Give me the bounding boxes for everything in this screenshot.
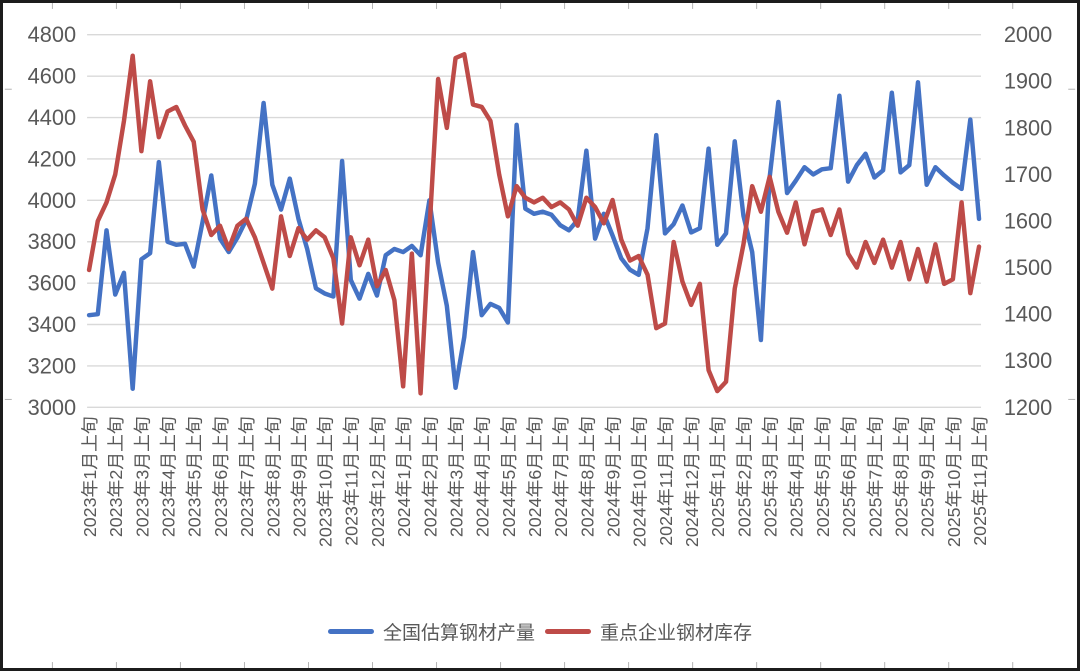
series-line-production[interactable]: [86, 80, 982, 391]
x-axis-tick-label: 2024年5月上旬: [499, 416, 519, 537]
right-axis-tick-label: 1300: [1004, 348, 1053, 373]
left-axis-tick-label: 4600: [28, 64, 77, 89]
x-axis-tick-label: 2025年8月上旬: [891, 416, 911, 537]
x-axis-tick-label: 2023年11月上旬: [342, 416, 362, 545]
left-axis-tick-label: 4400: [28, 105, 77, 130]
x-axis-tick-label: 2024年12月上旬: [682, 416, 702, 547]
left-axis-tick-label: 4000: [28, 188, 77, 213]
left-axis-tick-label: 3200: [28, 353, 77, 378]
x-axis-tick-label: 2023年7月上旬: [237, 416, 257, 537]
x-axis-tick-label: 2025年4月上旬: [787, 416, 807, 537]
x-axis-tick-label: 2025年6月上旬: [839, 416, 859, 537]
legend-item-production[interactable]: 全国估算钢材产量: [327, 618, 535, 645]
x-axis-tick-label: 2025年2月上旬: [734, 416, 754, 537]
x-axis-tick-label: 2023年12月上旬: [368, 416, 388, 547]
x-axis-tick-label: 2024年4月上旬: [473, 416, 493, 537]
legend-swatch-production-line: [327, 629, 374, 634]
left-axis-tick-label: 4200: [28, 146, 77, 171]
x-axis-tick-label: 2023年5月上旬: [185, 416, 205, 537]
x-axis-tick-label: 2024年9月上旬: [603, 416, 623, 537]
right-axis-tick-label: 1400: [1004, 302, 1053, 327]
series-line-inventory[interactable]: [86, 52, 982, 396]
legend: 全国估算钢材产量 重点企业钢材库存: [3, 618, 1077, 645]
right-axis-tick-label: 1900: [1004, 69, 1053, 94]
x-axis-tick-label: 2024年6月上旬: [525, 416, 545, 537]
x-axis-tick-label: 2024年11月上旬: [656, 416, 676, 545]
x-axis-tick-label: 2025年5月上旬: [813, 416, 833, 537]
x-axis-tick-label: 2025年10月上旬: [944, 416, 964, 547]
right-axis-tick-label: 1800: [1004, 115, 1053, 140]
x-axis-tick-label: 2023年6月上旬: [211, 416, 231, 537]
legend-label-inventory: 重点企业钢材库存: [600, 623, 753, 644]
left-axis-tick-label: 3400: [28, 312, 77, 337]
left-axis-tick-label: 3800: [28, 229, 77, 254]
x-axis-tick-label: 2023年1月上旬: [80, 416, 100, 537]
x-axis-tick-label: 2023年3月上旬: [132, 416, 152, 537]
right-axis-tick-label: 2000: [1004, 22, 1053, 47]
right-axis-tick-label: 1500: [1004, 255, 1053, 280]
x-axis-tick-label: 2024年10月上旬: [630, 416, 650, 547]
right-axis-tick-label: 1600: [1004, 208, 1053, 233]
left-axis-tick-label: 3600: [28, 271, 77, 296]
x-axis-tick-label: 2024年8月上旬: [577, 416, 597, 537]
left-axis-tick-label: 3000: [28, 395, 77, 420]
x-axis-tick-label: 2024年7月上旬: [551, 416, 571, 537]
right-axis-tick-label: 1200: [1004, 395, 1053, 420]
legend-label-production: 全国估算钢材产量: [382, 623, 535, 644]
x-axis-tick-label: 2023年8月上旬: [263, 416, 283, 537]
x-axis-tick-label: 2023年2月上旬: [106, 416, 126, 537]
x-axis-tick-label: 2025年3月上旬: [761, 416, 781, 537]
right-axis-tick-label: 1700: [1004, 162, 1053, 187]
x-axis-tick-label: 2025年1月上旬: [708, 416, 728, 537]
left-axis-tick-label: 4800: [28, 22, 77, 47]
legend-swatch-inventory-line: [545, 629, 591, 634]
x-axis-tick-label: 2024年3月上旬: [446, 416, 466, 537]
x-axis-tick-label: 2025年11月上旬: [970, 416, 990, 545]
x-axis-tick-label: 2023年9月上旬: [289, 416, 309, 537]
x-axis-tick-label: 2024年1月上旬: [394, 416, 414, 537]
x-axis-tick-label: 2025年9月上旬: [918, 416, 938, 537]
line-chart: 4800 4600 4400 4200 4000 3800 3600 3400 3200 3000…: [4, 3, 1076, 668]
x-axis-tick-label: 2023年4月上旬: [158, 416, 178, 537]
legend-item-inventory[interactable]: 重点企业钢材库存: [545, 618, 752, 645]
x-axis-tick-label: 2023年10月上旬: [316, 416, 336, 547]
x-axis-tick-label: 2025年7月上旬: [865, 416, 885, 537]
x-axis-tick-label: 2024年2月上旬: [420, 416, 440, 537]
